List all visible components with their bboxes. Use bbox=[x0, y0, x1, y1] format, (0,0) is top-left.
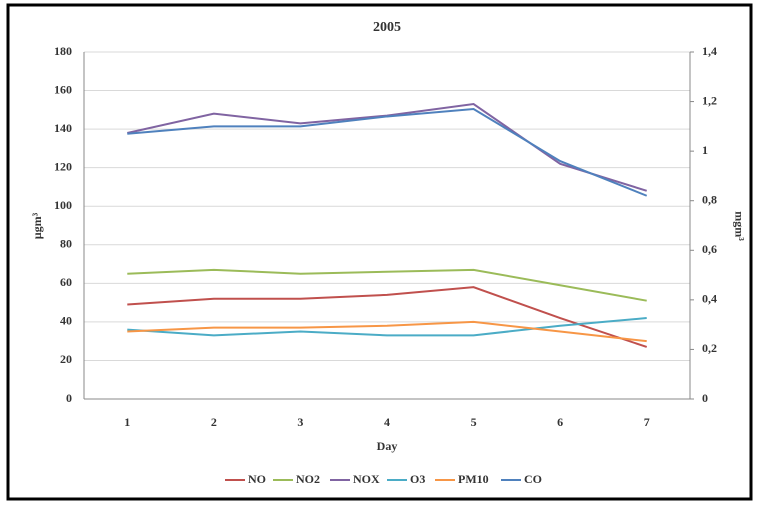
x-tick-label: 5 bbox=[471, 415, 477, 429]
x-tick-label: 6 bbox=[557, 415, 563, 429]
y2-tick-label: 1,2 bbox=[702, 93, 717, 107]
legend-label: NOX bbox=[353, 472, 380, 486]
legend-label: CO bbox=[524, 472, 542, 486]
x-tick-label: 2 bbox=[211, 415, 217, 429]
y-tick-label: 140 bbox=[54, 121, 72, 135]
y-tick-label: 60 bbox=[60, 275, 72, 289]
series-line bbox=[127, 317, 647, 337]
y2-axis-label: mgm³ bbox=[732, 211, 746, 241]
legend-label: O3 bbox=[410, 472, 425, 486]
chart-title: 2005 bbox=[373, 20, 401, 35]
x-tick-label: 4 bbox=[384, 415, 390, 429]
y2-tick-label: 0,6 bbox=[702, 242, 717, 256]
x-tick-label: 1 bbox=[124, 415, 130, 429]
y-tick-label: 40 bbox=[60, 314, 72, 328]
series-line bbox=[127, 286, 648, 348]
y2-tick-label: 0,8 bbox=[702, 192, 717, 206]
y2-tick-label: 0 bbox=[702, 391, 708, 405]
legend-label: NO2 bbox=[296, 472, 320, 486]
y-tick-label: 160 bbox=[54, 82, 72, 96]
y2-tick-label: 1,4 bbox=[702, 44, 717, 58]
y-tick-label: 80 bbox=[60, 237, 72, 251]
x-axis-label: Day bbox=[377, 439, 398, 453]
y-tick-label: 20 bbox=[60, 352, 72, 366]
y-tick-label: 0 bbox=[66, 391, 72, 405]
y-axis-label: µgm³ bbox=[30, 212, 44, 239]
y2-tick-label: 0,2 bbox=[702, 341, 717, 355]
y-tick-label: 100 bbox=[54, 198, 72, 212]
y-tick-label: 180 bbox=[54, 44, 72, 58]
series-line bbox=[127, 320, 647, 343]
x-tick-label: 7 bbox=[644, 415, 650, 429]
frame bbox=[6, 3, 753, 501]
y-tick-label: 120 bbox=[54, 159, 72, 173]
y2-tick-label: 1 bbox=[702, 143, 708, 157]
legend-label: NO bbox=[248, 472, 266, 486]
series-line bbox=[127, 107, 648, 197]
x-tick-label: 3 bbox=[297, 415, 303, 429]
legend-label: PM10 bbox=[458, 472, 489, 486]
series-line bbox=[127, 268, 647, 302]
y2-tick-label: 0,4 bbox=[702, 292, 717, 306]
